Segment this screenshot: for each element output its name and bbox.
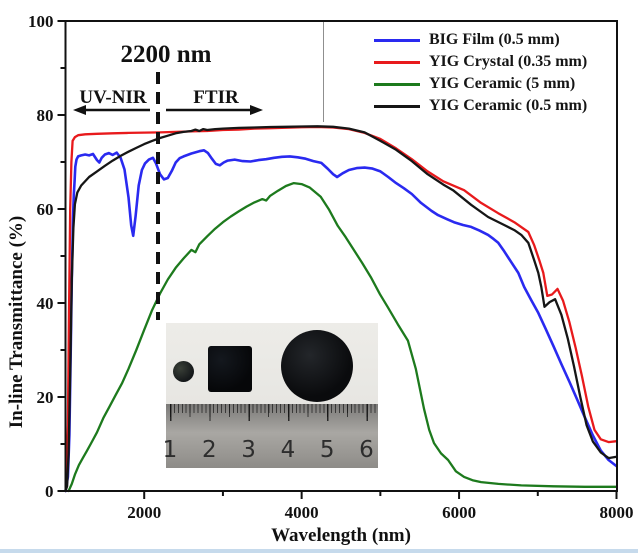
ftir-label: FTIR <box>193 87 239 108</box>
ruler-number-5: 5 <box>319 437 335 463</box>
curve-yig-ceramic-0-5-mm- <box>64 125 618 493</box>
legend-label: YIG Ceramic (5 mm) <box>429 75 576 92</box>
y-tick-label-60: 60 <box>37 200 54 219</box>
legend-row: YIG Ceramic (5 mm) <box>324 73 617 95</box>
legend-line-sample <box>374 60 420 64</box>
uv-nir-label: UV-NIR <box>79 87 146 108</box>
y-tick-label-100: 100 <box>28 12 54 31</box>
legend-row: YIG Crystal (0.35 mm) <box>324 51 617 73</box>
square-film-sample <box>208 346 252 392</box>
ruler-cm-ticks <box>170 404 378 421</box>
y-tick-label-80: 80 <box>37 106 54 125</box>
legend-row: YIG Ceramic (0.5 mm) <box>324 95 617 117</box>
curve-yig-ceramic-5-mm- <box>67 181 618 493</box>
legend-label: YIG Ceramic (0.5 mm) <box>429 97 588 114</box>
large-disc-sample <box>281 330 353 402</box>
legend: BIG Film (0.5 mm) YIG Crystal (0.35 mm) YI… <box>323 22 617 122</box>
ruler-number-4: 4 <box>280 437 296 463</box>
x-axis-title: Wavelength (nm) <box>271 525 411 546</box>
ruler-number-6: 6 <box>359 437 374 463</box>
y-tick-label-40: 40 <box>37 294 54 313</box>
x-tick-label-6000: 6000 <box>442 503 476 522</box>
x-tick-label-8000: 8000 <box>600 503 634 522</box>
x-tick-label-4000: 4000 <box>285 503 319 522</box>
curve-big-film-0-5-mm- <box>64 149 618 493</box>
y-tick-label-20: 20 <box>37 388 54 407</box>
legend-line-sample <box>374 82 420 86</box>
x-tick-label-2000: 2000 <box>127 503 161 522</box>
ticks-group: 2000 4000 6000 8000 0 20 40 60 80 100 <box>28 12 634 522</box>
ftir-arrow <box>166 105 263 115</box>
ruler-number-2: 2 <box>201 437 217 463</box>
legend-line-sample <box>374 38 420 42</box>
y-tick-label-0: 0 <box>45 482 54 501</box>
uv-nir-arrow <box>73 105 150 115</box>
curves-group <box>64 125 618 493</box>
ruler-number-1: 1 <box>162 437 178 463</box>
legend-label: BIG Film (0.5 mm) <box>429 31 560 48</box>
legend-row: BIG Film (0.5 mm) <box>324 29 617 51</box>
legend-line-sample <box>374 104 420 108</box>
page-bottom-rule <box>0 549 638 553</box>
y-axis-title: In-line Transmittance (%) <box>6 215 27 429</box>
cutoff-label: 2200 nm <box>121 41 212 68</box>
legend-label: YIG Crystal (0.35 mm) <box>429 53 588 70</box>
ruler-number-3: 3 <box>241 437 256 463</box>
small-disc-sample <box>173 361 194 382</box>
